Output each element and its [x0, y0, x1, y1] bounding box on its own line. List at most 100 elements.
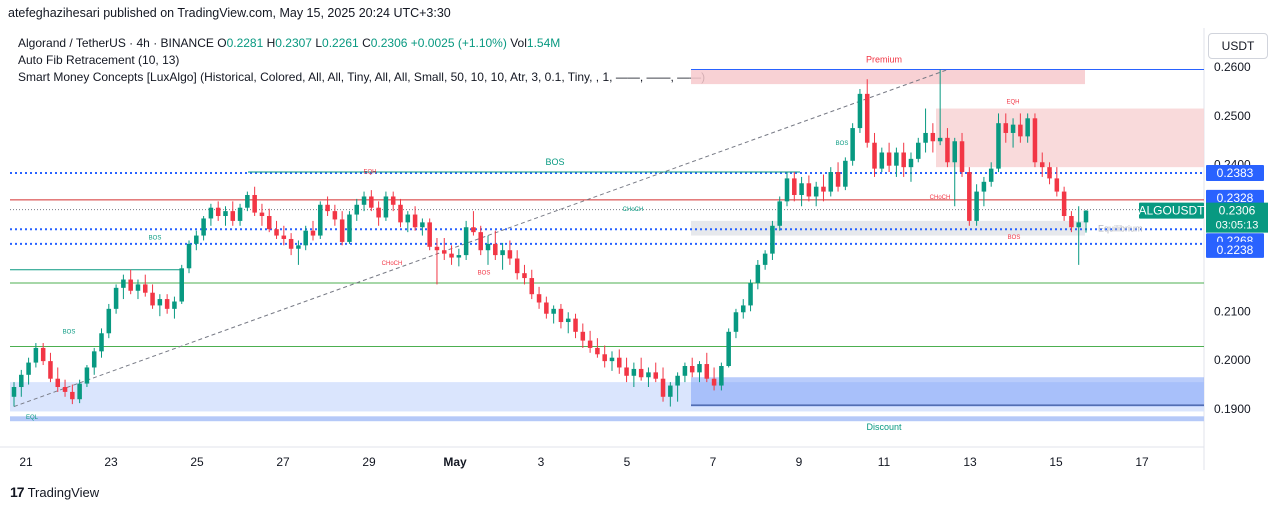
candle-body: [376, 207, 381, 218]
publisher-line: atefeghazihesari published on TradingVie…: [8, 6, 451, 20]
y-tick-label: 0.2100: [1214, 304, 1251, 318]
candle-body: [792, 178, 797, 196]
discount-label: Discount: [866, 422, 902, 432]
candle-body: [288, 238, 294, 249]
candle-body: [332, 211, 338, 220]
candle-body: [777, 201, 782, 226]
x-tick-label: 7: [710, 455, 717, 469]
candle-body: [296, 245, 301, 249]
x-tick-label: 27: [276, 455, 290, 469]
volume-value: 1.54M: [526, 36, 561, 50]
candle-body: [514, 258, 520, 274]
candle-body: [981, 181, 987, 192]
candle-body: [653, 372, 659, 379]
candle-body: [850, 128, 855, 161]
candle-body: [930, 132, 936, 142]
x-tick-label: 13: [963, 455, 977, 469]
candle-body: [799, 183, 804, 196]
symbol-title[interactable]: Algorand / TetherUS · 4h · BINANCE: [18, 36, 214, 50]
candle-body: [697, 364, 702, 373]
candle-body: [420, 222, 425, 228]
candle-body: [916, 142, 921, 159]
open-value: 0.2281: [226, 36, 264, 50]
close-label: C: [362, 36, 371, 50]
candle-body: [449, 253, 454, 258]
candle-body: [894, 152, 899, 166]
candle-body: [390, 196, 396, 205]
candle-body: [157, 299, 163, 306]
candle-body: [784, 178, 790, 202]
candle-body: [456, 255, 462, 258]
bos-label-bear-right: BOS: [1008, 235, 1021, 241]
candle-body: [26, 362, 31, 375]
bos-label-far-left: BOS: [63, 329, 76, 335]
candle-body: [143, 284, 148, 293]
tradingview-logo-icon: 17: [10, 484, 25, 500]
candle-body: [441, 250, 447, 254]
candle-body: [988, 168, 994, 182]
x-tick-label: 15: [1049, 455, 1063, 469]
candle-body: [967, 172, 972, 221]
candle-body: [478, 232, 483, 251]
candle-body: [135, 284, 141, 291]
candle-body: [689, 366, 695, 373]
candle-body: [908, 158, 914, 168]
candle-body: [237, 207, 243, 221]
candle-body: [55, 378, 61, 388]
choch-label-bear: CHoCH: [382, 261, 403, 267]
supply-zone: [936, 108, 1204, 168]
candle-body: [208, 207, 214, 219]
candle-body: [945, 137, 950, 163]
candle-body: [412, 214, 418, 228]
currency-button[interactable]: USDT: [1208, 33, 1268, 59]
candle-body: [361, 196, 367, 205]
last-price-box: [1206, 202, 1268, 233]
candle-body: [128, 279, 133, 291]
symbol-tag-bg: [1139, 202, 1204, 219]
candle-body: [252, 195, 257, 213]
bos-label-bear: BOS: [478, 271, 491, 277]
candle-body: [354, 204, 360, 215]
candle-body: [952, 141, 957, 163]
candle-body: [974, 191, 979, 221]
candle-body: [1018, 124, 1023, 137]
indicator-fib[interactable]: Auto Fib Retracement (10, 13): [18, 53, 180, 67]
close-value: 0.2306: [370, 36, 408, 50]
candle-body: [347, 214, 352, 242]
x-tick-label: May: [443, 455, 467, 469]
indicator-smc[interactable]: Smart Money Concepts [LuxAlgo] (Historic…: [18, 70, 706, 84]
candle-body: [310, 230, 316, 236]
open-label: O: [217, 36, 227, 50]
candle-body: [463, 227, 469, 256]
candle-body: [77, 383, 82, 400]
candle-body: [70, 391, 75, 400]
candle-body: [901, 152, 906, 168]
candle-body: [638, 368, 644, 378]
price-chart[interactable]: Premium EQH BOS BOS BOS BOS BOS CHoCH CHoCH CHoCH…: [0, 0, 1281, 480]
last-price-value: 0.2306: [1219, 204, 1256, 218]
footer: 17 TradingView: [10, 484, 99, 500]
y-tick-label: 0.1900: [1214, 402, 1251, 416]
x-tick-label: 9: [796, 455, 803, 469]
candle-body: [485, 243, 491, 251]
eql-label: EQL: [26, 415, 39, 421]
candle-body: [587, 340, 593, 348]
candle-body: [682, 366, 688, 376]
candle-body: [11, 387, 17, 397]
candle-body: [719, 366, 724, 386]
candle-body: [33, 347, 39, 363]
candle-body: [48, 361, 53, 379]
candle-body: [1039, 162, 1045, 168]
candle-body: [565, 318, 571, 323]
volume-label: Vol: [510, 36, 527, 50]
candle-body: [1032, 118, 1038, 163]
candle-body: [434, 246, 440, 251]
candle-body: [179, 268, 184, 302]
x-tick-label: 3: [538, 455, 545, 469]
premium-zone: [691, 69, 1085, 85]
candle-body: [551, 308, 556, 314]
bos-label-main: BOS: [545, 157, 564, 167]
candle-body: [1061, 191, 1067, 217]
price-tag-0.2383-bg: [1206, 165, 1264, 182]
eqh-label-left: EQH: [363, 170, 376, 176]
